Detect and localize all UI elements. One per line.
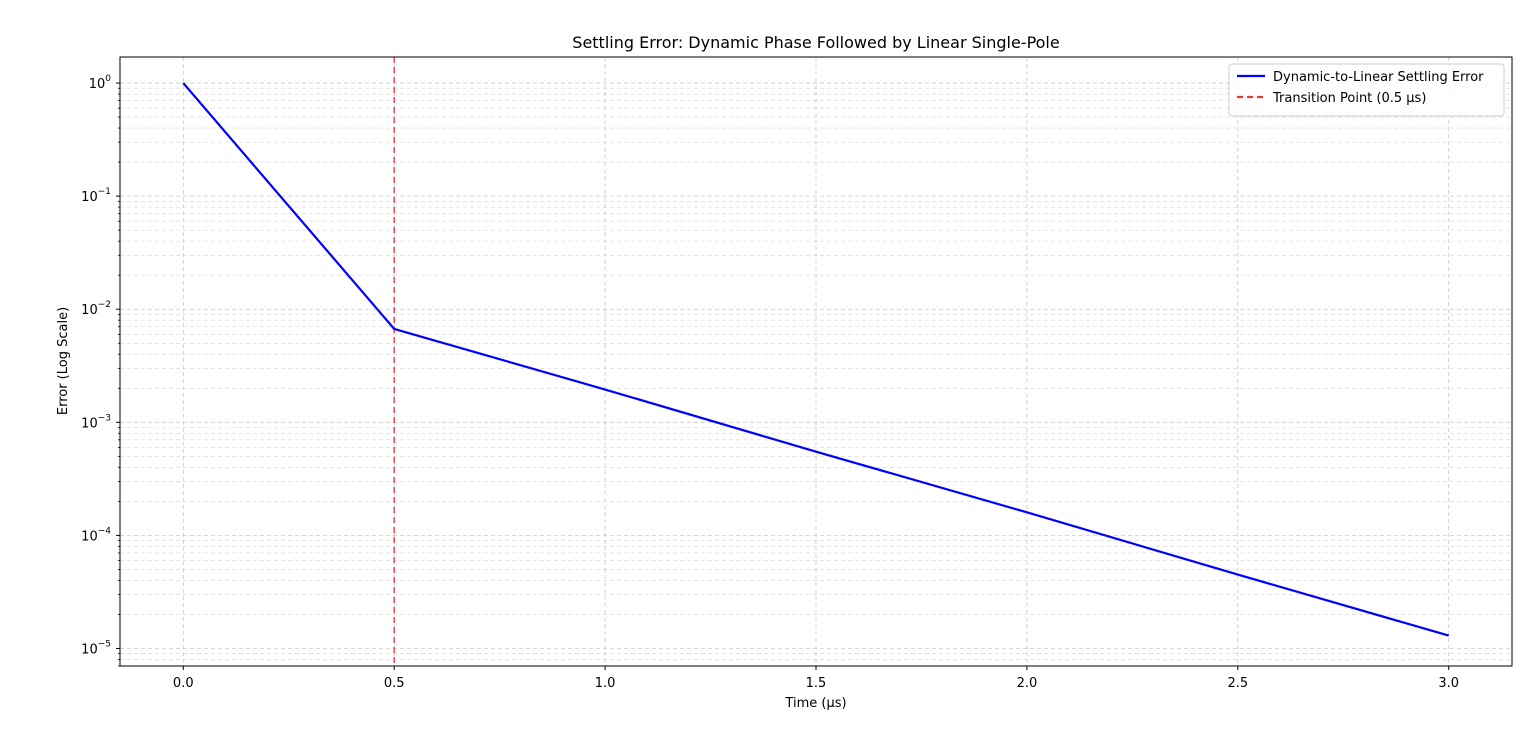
x-tick-label: 1.0 <box>595 676 616 691</box>
x-tick-label: 2.0 <box>1017 676 1038 691</box>
series <box>182 82 1450 637</box>
y-tick-label: 10−1 <box>81 187 111 205</box>
legend-entry-series-label: Dynamic-to-Linear Settling Error <box>1273 70 1484 85</box>
x-tick-label: 3.0 <box>1438 676 1459 691</box>
legend-entry-transition-label: Transition Point (0.5 μs) <box>1272 91 1426 106</box>
grid <box>120 57 1512 667</box>
x-axis-label: Time (μs) <box>784 696 846 711</box>
y-tick-label: 10−4 <box>81 526 111 544</box>
x-axis-ticks: 0.0 0.5 1.0 1.5 2.0 2.5 3.0 <box>173 666 1459 691</box>
chart-title: Settling Error: Dynamic Phase Followed b… <box>572 33 1059 52</box>
series-line <box>182 82 1450 637</box>
y-axis-ticks: 100 10−1 10−2 10−3 10−4 10−5 <box>81 74 120 667</box>
y-tick-label: 10−5 <box>81 639 111 657</box>
y-tick-label: 10−3 <box>81 413 111 431</box>
x-tick-label: 0.5 <box>384 676 405 691</box>
y-axis-label: Error (Log Scale) <box>56 307 71 415</box>
x-tick-label: 2.5 <box>1227 676 1248 691</box>
legend: Dynamic-to-Linear Settling Error Transiti… <box>1228 63 1505 117</box>
x-tick-label: 1.5 <box>806 676 827 691</box>
x-tick-label: 0.0 <box>173 676 194 691</box>
y-tick-label: 10−2 <box>81 300 111 318</box>
legend-box <box>1228 63 1505 117</box>
y-tick-label: 100 <box>89 74 112 92</box>
